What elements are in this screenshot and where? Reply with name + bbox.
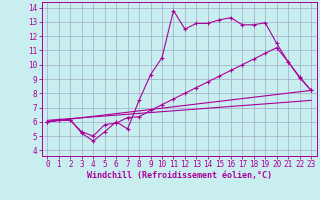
X-axis label: Windchill (Refroidissement éolien,°C): Windchill (Refroidissement éolien,°C) bbox=[87, 171, 272, 180]
